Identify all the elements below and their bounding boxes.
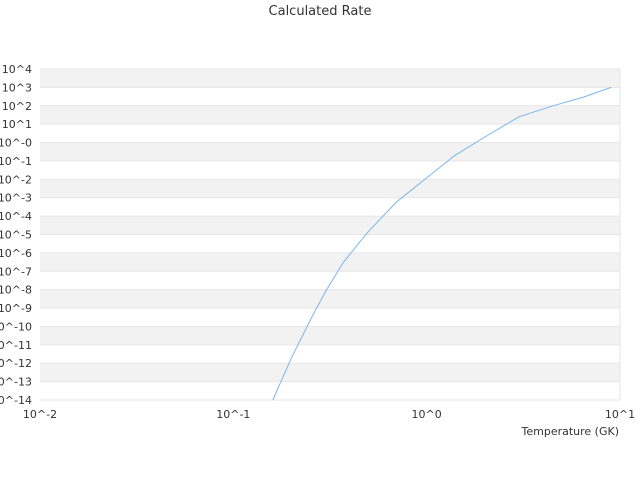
grid-band — [40, 69, 620, 88]
x-axis-label: Temperature (GK) — [521, 425, 620, 438]
chart-title: Calculated Rate — [268, 4, 372, 19]
grid-lines — [40, 68, 621, 401]
y-tick-label: 10^2 — [2, 100, 32, 113]
grid-band — [40, 105, 620, 125]
x-tick-label: 10^-2 — [23, 408, 57, 421]
y-tick-label: 10^-11 — [0, 339, 32, 352]
y-tick-label: 10^-12 — [0, 357, 32, 370]
grid-bands — [40, 69, 620, 382]
x-axis-ticks: 10^-2 10^-1 10^0 10^1 — [23, 408, 635, 421]
series-group — [272, 86, 612, 401]
y-axis-ticks: 10^4 10^3 10^2 10^1 10^-0 10^-1 10^-2 10^-3 10^-… — [0, 63, 32, 407]
y-tick-label: 10^-6 — [0, 247, 32, 260]
y-tick-label: 10^1 — [2, 118, 32, 131]
y-tick-label: 10^4 — [2, 63, 32, 76]
y-tick-label: 10^-13 — [0, 376, 32, 389]
x-tick-label: 10^-1 — [216, 408, 250, 421]
grid-band — [40, 289, 620, 309]
x-tick-label: 10^1 — [605, 408, 635, 421]
y-tick-label: 10^-8 — [0, 284, 32, 297]
y-tick-label: 10^-1 — [0, 155, 32, 168]
y-tick-label: 10^3 — [2, 81, 32, 94]
y-tick-label: 10^-4 — [0, 210, 32, 223]
grid-band — [40, 363, 620, 382]
grid-band — [40, 142, 620, 161]
y-tick-label: 10^-7 — [0, 265, 32, 278]
y-tick-label: 10^-9 — [0, 302, 32, 315]
grid-band — [40, 326, 620, 345]
y-tick-label: 10^-0 — [0, 137, 32, 150]
y-tick-label: 10^-14 — [0, 394, 32, 407]
y-tick-label: 10^-2 — [0, 173, 32, 186]
y-tick-label: 10^-5 — [0, 229, 32, 242]
x-tick-label: 10^0 — [412, 408, 442, 421]
grid-band — [40, 179, 620, 198]
y-tick-label: 10^-10 — [0, 320, 32, 333]
grid-band — [40, 252, 620, 272]
y-tick-label: 10^-3 — [0, 192, 32, 205]
grid-band — [40, 216, 620, 235]
series-line — [272, 86, 612, 401]
